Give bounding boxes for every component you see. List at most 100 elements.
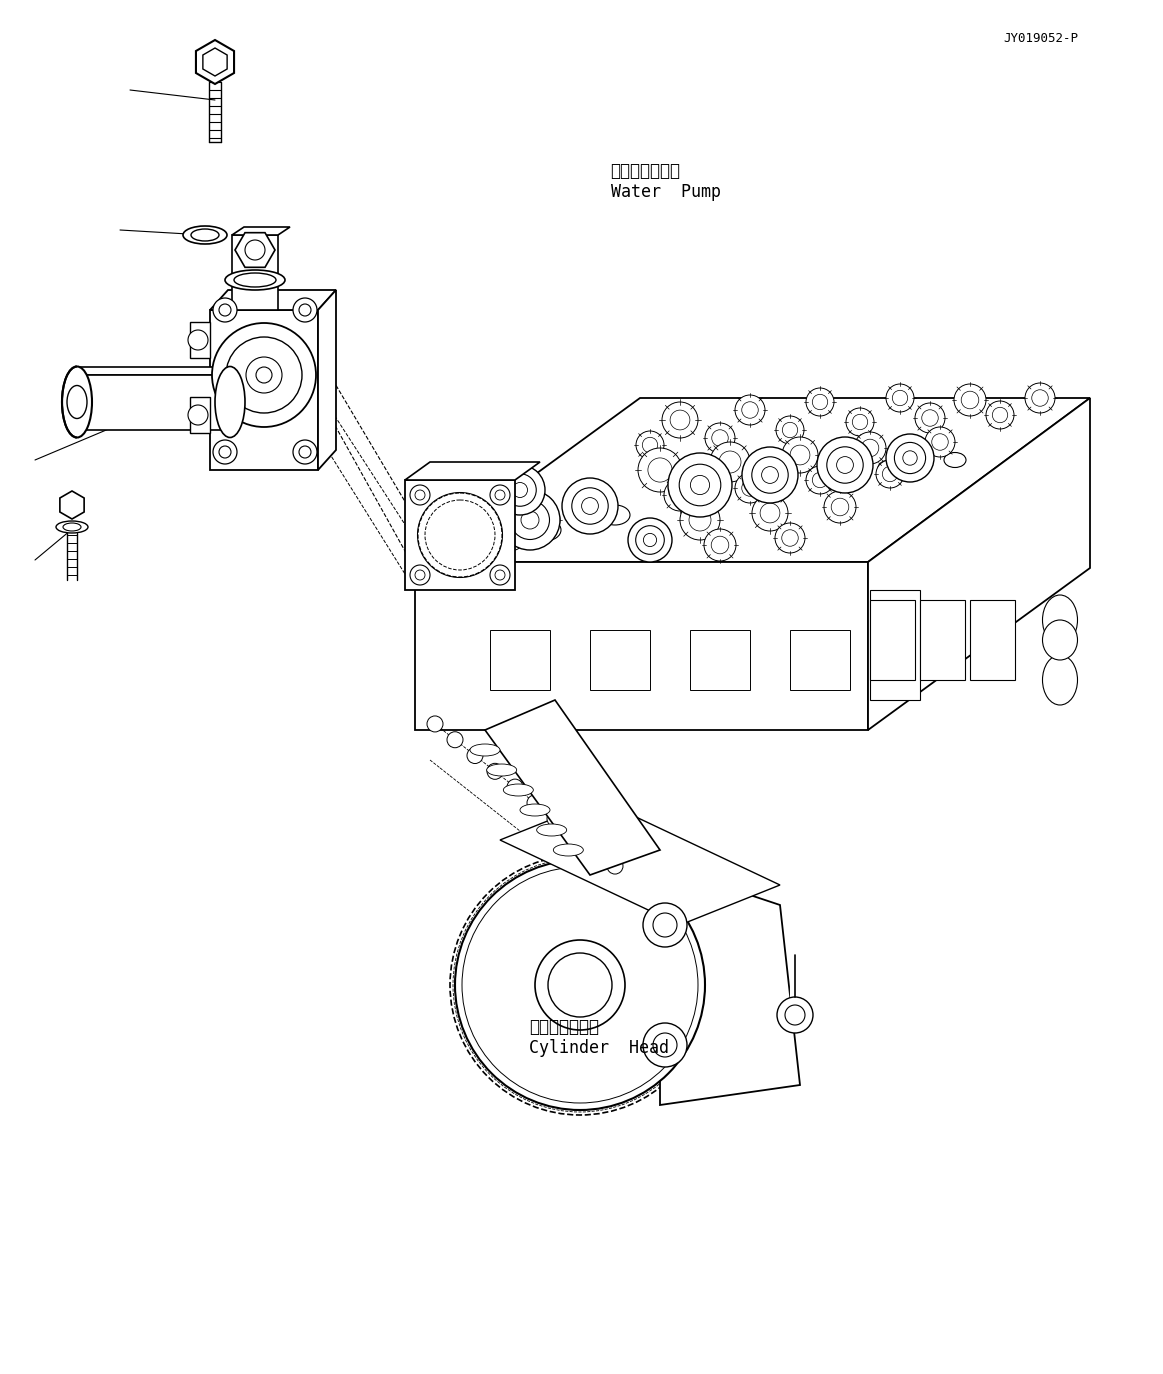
Polygon shape	[590, 631, 650, 690]
Ellipse shape	[469, 874, 691, 1096]
Circle shape	[547, 811, 563, 827]
Circle shape	[915, 403, 946, 433]
Circle shape	[812, 473, 828, 488]
Circle shape	[662, 403, 698, 438]
Ellipse shape	[536, 824, 566, 835]
Circle shape	[752, 495, 789, 530]
Circle shape	[816, 437, 873, 493]
Circle shape	[680, 500, 720, 540]
Circle shape	[628, 518, 672, 562]
Polygon shape	[317, 290, 336, 470]
Circle shape	[452, 547, 468, 563]
Circle shape	[825, 491, 856, 523]
Polygon shape	[202, 48, 227, 76]
Circle shape	[293, 298, 317, 322]
Polygon shape	[870, 600, 915, 680]
Circle shape	[668, 453, 732, 517]
Circle shape	[213, 440, 237, 464]
Ellipse shape	[520, 804, 550, 816]
Circle shape	[832, 499, 849, 515]
Polygon shape	[405, 480, 515, 589]
Circle shape	[852, 415, 868, 430]
Polygon shape	[77, 375, 230, 430]
Circle shape	[688, 508, 711, 530]
Text: シリンダヘッド
Cylinder  Head: シリンダヘッド Cylinder Head	[529, 1018, 669, 1057]
Circle shape	[428, 503, 492, 567]
Circle shape	[742, 447, 798, 503]
Circle shape	[954, 383, 986, 416]
Ellipse shape	[477, 882, 683, 1088]
Circle shape	[415, 570, 424, 580]
Polygon shape	[490, 631, 550, 690]
Circle shape	[712, 536, 729, 554]
Polygon shape	[190, 397, 211, 433]
Circle shape	[709, 442, 750, 482]
Circle shape	[704, 529, 736, 561]
Circle shape	[679, 464, 721, 506]
Circle shape	[468, 747, 483, 764]
Circle shape	[299, 447, 311, 458]
Circle shape	[527, 796, 543, 811]
Ellipse shape	[944, 452, 966, 467]
Circle shape	[790, 445, 809, 464]
Polygon shape	[77, 367, 230, 375]
Circle shape	[582, 497, 599, 514]
Ellipse shape	[461, 866, 699, 1103]
Ellipse shape	[741, 480, 769, 497]
Ellipse shape	[450, 855, 709, 1114]
Polygon shape	[211, 311, 317, 470]
Circle shape	[568, 827, 583, 842]
Circle shape	[775, 523, 805, 552]
Circle shape	[256, 367, 272, 383]
Circle shape	[961, 392, 979, 409]
Circle shape	[535, 940, 625, 1030]
Circle shape	[501, 526, 519, 544]
Circle shape	[751, 456, 789, 493]
Circle shape	[719, 451, 741, 473]
Circle shape	[511, 500, 549, 540]
Ellipse shape	[62, 367, 92, 437]
Circle shape	[785, 1004, 805, 1025]
Ellipse shape	[670, 491, 700, 510]
Ellipse shape	[457, 533, 492, 558]
Circle shape	[490, 565, 511, 585]
Polygon shape	[690, 631, 750, 690]
Circle shape	[219, 304, 231, 316]
Circle shape	[827, 447, 863, 484]
Circle shape	[735, 394, 765, 425]
Circle shape	[806, 466, 834, 495]
Polygon shape	[195, 40, 234, 84]
Circle shape	[636, 431, 664, 459]
Polygon shape	[211, 290, 336, 311]
Ellipse shape	[183, 225, 227, 245]
Circle shape	[219, 447, 231, 458]
Ellipse shape	[224, 271, 285, 290]
Ellipse shape	[878, 460, 902, 475]
Ellipse shape	[454, 857, 707, 1112]
Circle shape	[712, 430, 728, 447]
Ellipse shape	[486, 764, 516, 776]
Circle shape	[762, 467, 778, 484]
Circle shape	[411, 485, 430, 506]
Polygon shape	[920, 600, 965, 680]
Circle shape	[500, 491, 561, 550]
Ellipse shape	[807, 469, 833, 486]
Ellipse shape	[470, 743, 500, 756]
Polygon shape	[405, 462, 540, 480]
Circle shape	[636, 526, 664, 554]
Polygon shape	[659, 866, 800, 1105]
Ellipse shape	[554, 844, 584, 856]
Circle shape	[530, 506, 561, 534]
Circle shape	[642, 437, 658, 452]
Circle shape	[537, 511, 554, 528]
Circle shape	[836, 456, 854, 474]
Ellipse shape	[424, 500, 495, 570]
Circle shape	[638, 448, 682, 492]
Circle shape	[691, 475, 709, 495]
Circle shape	[513, 482, 528, 497]
Circle shape	[494, 519, 526, 551]
Circle shape	[705, 423, 735, 453]
Ellipse shape	[63, 523, 81, 530]
Circle shape	[293, 440, 317, 464]
Polygon shape	[868, 398, 1090, 730]
